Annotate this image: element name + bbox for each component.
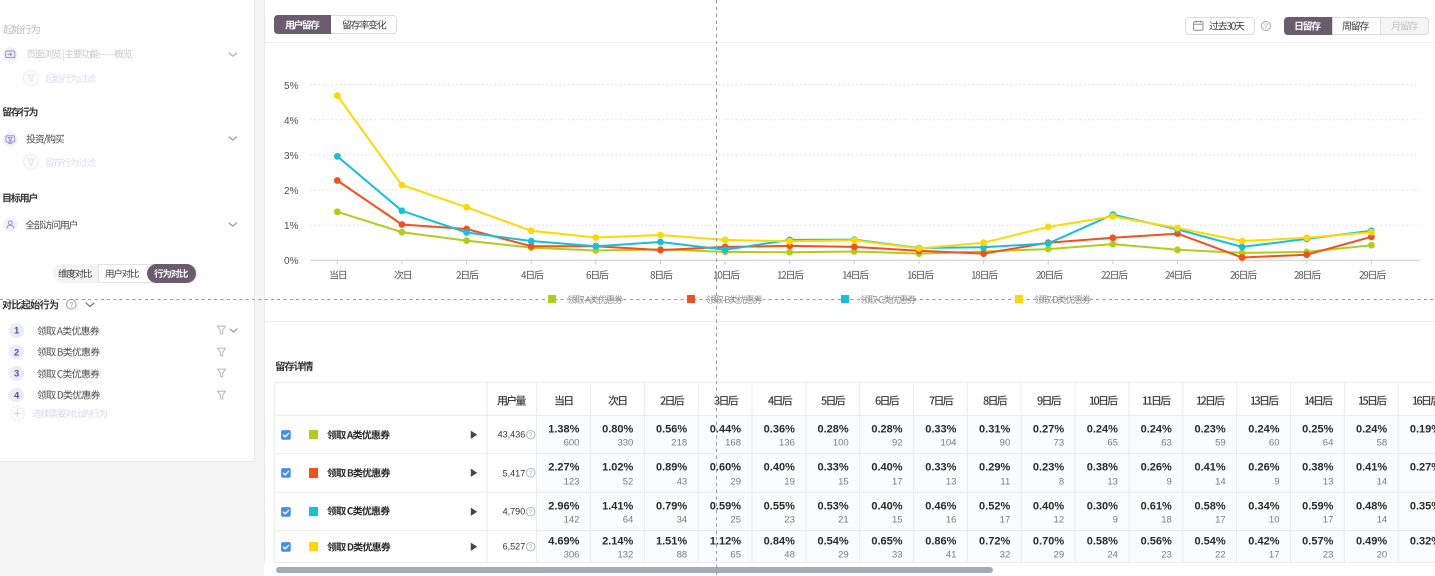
svg-text:?: ?: [529, 544, 533, 551]
svg-text:?: ?: [69, 300, 73, 309]
svg-text:?: ?: [529, 432, 533, 439]
svg-text:?: ?: [529, 509, 533, 516]
svg-text:?: ?: [529, 470, 533, 477]
svg-text:?: ?: [1264, 23, 1268, 30]
